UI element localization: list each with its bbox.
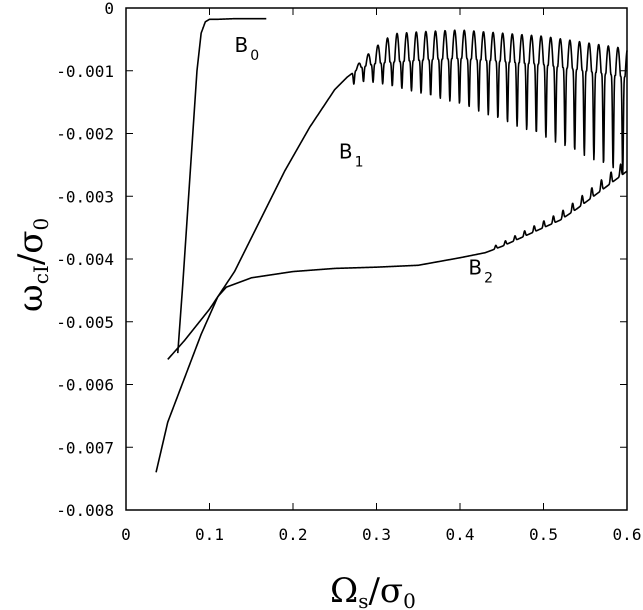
y-tick-label: -0.003 <box>56 187 114 206</box>
axis-ticks <box>125 7 628 511</box>
y-tick-label: 0 <box>104 0 114 18</box>
x-axis-label-tail: /σ <box>368 571 403 610</box>
x-tick-label: 0 <box>121 525 131 544</box>
axis-tick-labels: 0 0.1 0.2 0.3 0.4 0.5 0.6 0 -0.001 -0.002 -0.003 -0… <box>56 0 641 544</box>
y-tick-label: -0.002 <box>56 125 114 144</box>
y-axis-label-tail-sub: 0 <box>29 218 53 231</box>
x-tick-label: 0.2 <box>279 525 308 544</box>
y-axis-label: ωcI/σ0 <box>11 218 53 312</box>
series-labels: B 0 B 1 B 2 <box>235 33 493 287</box>
x-tick-label: 0.5 <box>529 525 558 544</box>
x-axis-label-sub: s <box>358 589 368 610</box>
y-tick-label: -0.004 <box>56 250 114 269</box>
y-tick-label: -0.006 <box>56 376 114 395</box>
series-line-b2 <box>155 163 628 473</box>
x-tick-label: 0.1 <box>195 525 224 544</box>
x-tick-label: 0.6 <box>613 525 642 544</box>
x-tick-label: 0.3 <box>362 525 391 544</box>
y-tick-label: -0.008 <box>56 501 114 520</box>
x-axis-label-main: Ω <box>330 571 358 610</box>
x-axis-label: Ωs/σ0 <box>330 571 416 610</box>
x-tick-label: 0.4 <box>446 525 475 544</box>
x-axis-label-tail-sub: 0 <box>403 589 416 610</box>
y-tick-label: -0.005 <box>56 313 114 332</box>
data-curves <box>155 17 628 473</box>
plot-frame <box>125 7 628 511</box>
y-axis-label-tail: /σ <box>11 230 51 265</box>
y-axis-label-sub: cI <box>29 265 53 284</box>
y-tick-label: -0.001 <box>56 62 114 81</box>
series-line-b1 <box>167 29 628 360</box>
y-axis-label-main: ω <box>11 284 51 312</box>
y-tick-label: -0.007 <box>56 438 114 457</box>
series-line-b0 <box>176 17 268 354</box>
